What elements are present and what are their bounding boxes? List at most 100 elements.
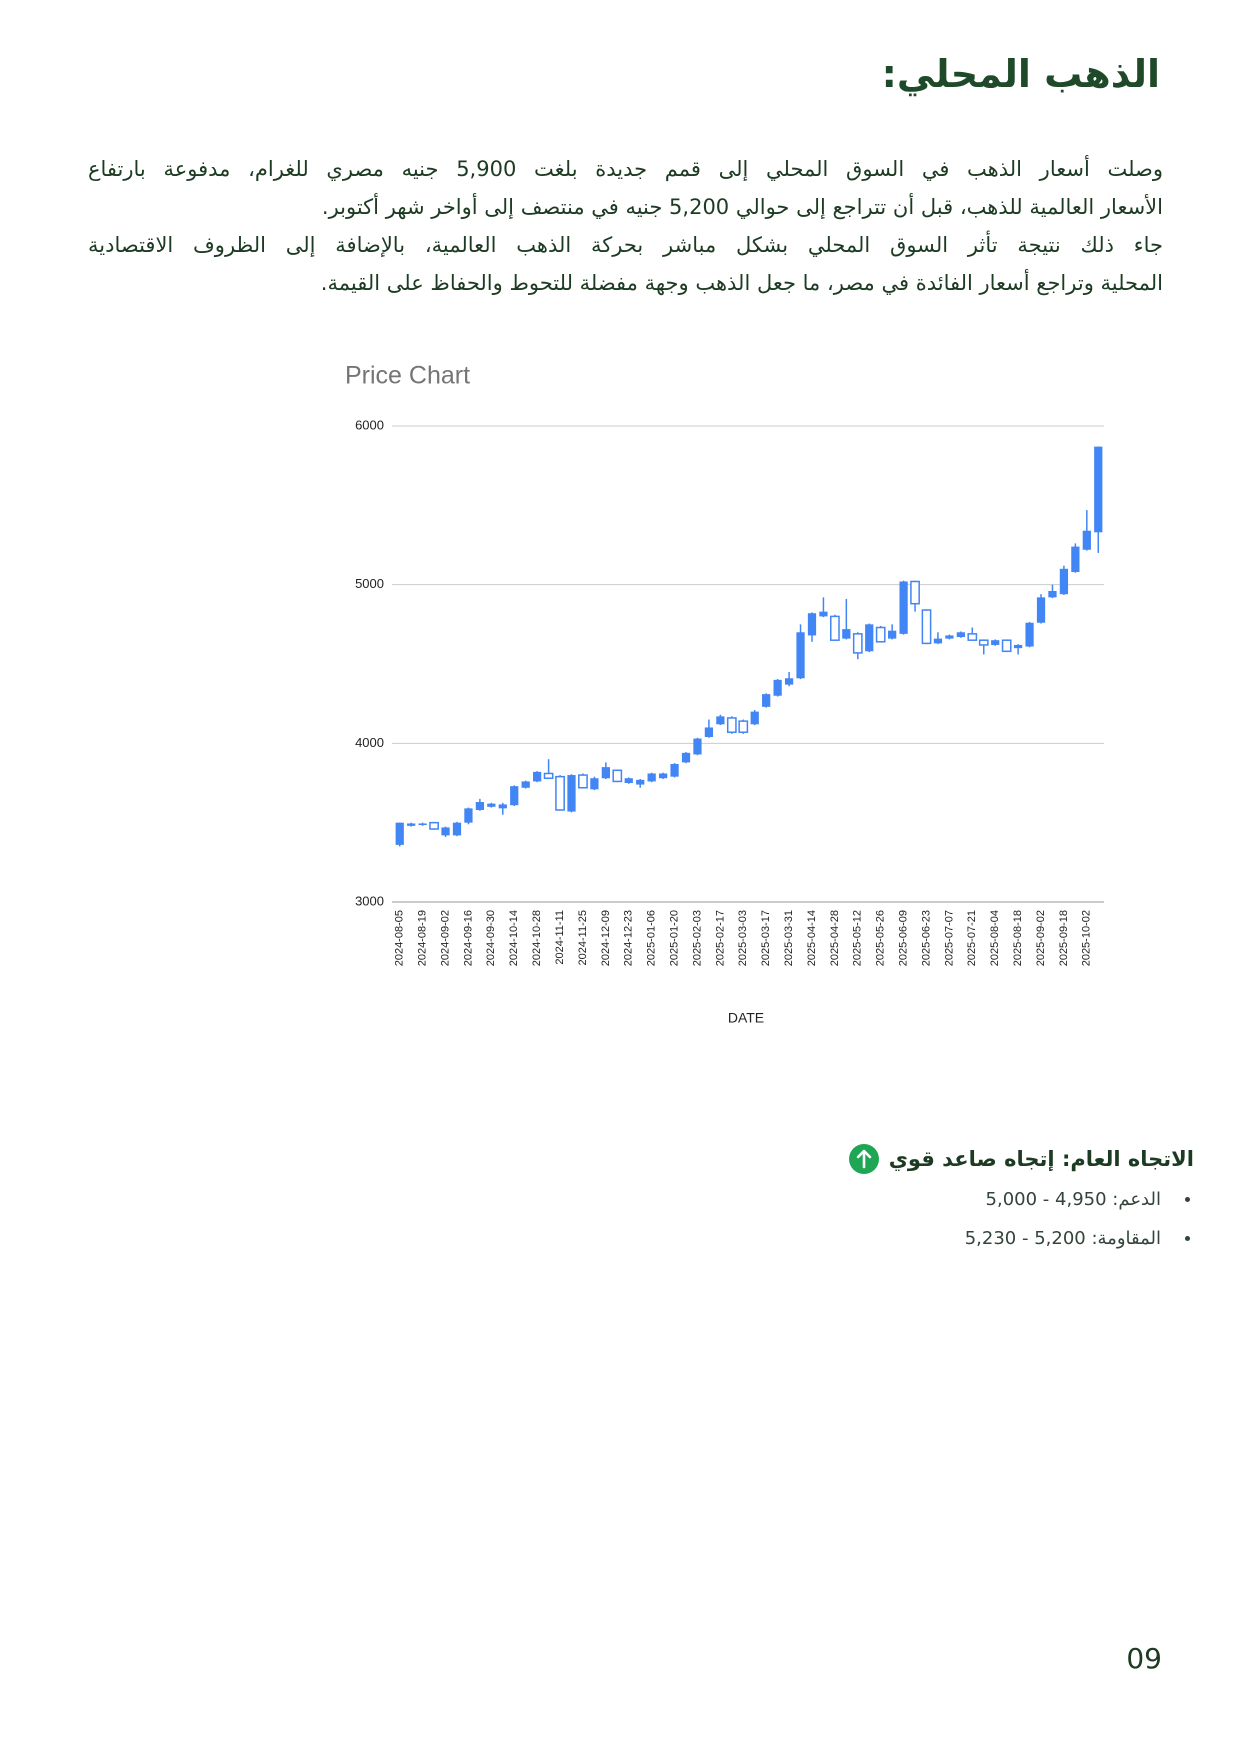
candle-body: [807, 613, 817, 636]
candle-body: [681, 752, 691, 763]
x-tick-label: 2025-02-03: [691, 910, 703, 966]
candle-body: [819, 611, 828, 617]
page-number: 09: [1126, 1642, 1162, 1675]
x-tick-label: 2024-08-19: [417, 910, 429, 966]
candle-body: [865, 624, 874, 652]
candle-body: [1071, 546, 1080, 572]
candle-body: [590, 778, 599, 790]
x-tick-label: 2025-06-23: [920, 910, 932, 966]
candle-body: [1036, 597, 1046, 623]
candle-body: [933, 638, 943, 644]
x-tick-label: 2025-04-14: [806, 910, 818, 966]
candle-body: [704, 727, 714, 737]
candle-body: [636, 779, 645, 785]
candle-body: [475, 802, 485, 810]
y-tick-label: 4000: [355, 735, 384, 750]
candle-body: [921, 609, 932, 645]
x-tick-label: 2025-05-26: [875, 910, 887, 966]
trend-item-text: الدعم: 4,950 - 5,000: [985, 1189, 1161, 1210]
x-tick-label: 2024-09-16: [462, 910, 474, 966]
x-tick-label: 2025-07-21: [966, 910, 978, 966]
candle-body: [726, 717, 737, 733]
x-tick-label: 2025-09-18: [1058, 910, 1070, 966]
candle-body: [875, 626, 886, 643]
x-tick-label: 2024-12-09: [600, 910, 612, 966]
x-tick-label: 2025-03-31: [783, 910, 795, 966]
candle-body: [658, 773, 668, 779]
candle-body: [750, 711, 759, 725]
x-axis-label: DATE: [728, 1010, 764, 1026]
x-tick-label: 2025-07-07: [943, 910, 955, 966]
x-tick-label: 2025-01-20: [668, 910, 680, 966]
candle-body: [670, 763, 679, 777]
x-tick-label: 2024-11-25: [577, 910, 589, 965]
candle-body: [762, 694, 771, 707]
candle-body: [967, 633, 978, 641]
x-tick-label: 2025-09-02: [1035, 910, 1047, 966]
trend-item-text: المقاومة: 5,200 - 5,230: [964, 1228, 1161, 1249]
candle-body: [945, 635, 954, 639]
trend-item: المقاومة: 5,200 - 5,230: [965, 1219, 1190, 1258]
paragraph-line: الأسعار العالمية للذهب، قبل أن تتراجع إل…: [321, 195, 1163, 219]
x-tick-label: 2025-02-17: [714, 910, 726, 966]
candle-body: [796, 632, 805, 679]
candle-body: [910, 580, 920, 605]
candle-body: [452, 822, 462, 836]
candle-body: [464, 808, 473, 823]
candle-body: [773, 679, 782, 696]
candle-body: [1059, 568, 1069, 595]
candle-body: [441, 827, 450, 836]
x-tick-label: 2024-10-28: [531, 910, 543, 966]
candle-body: [510, 786, 519, 806]
candle-body: [407, 823, 416, 826]
candle-body: [716, 716, 725, 725]
chart: Price Chart DATE 3000 4000 5000 6000 2024-08…: [345, 362, 1104, 1026]
candle-body: [429, 821, 439, 830]
trend-heading-row: الاتجاه العام: إتجاه صاعد قوي: [848, 1144, 1194, 1174]
candle-body: [624, 778, 633, 783]
paragraph-line: المحلية وتراجع أسعار الفائدة في مصر، ما …: [320, 271, 1163, 295]
trend-item: الدعم: 4,950 - 5,000: [965, 1180, 1190, 1219]
x-tick-label: 2025-03-03: [737, 910, 749, 966]
x-tick-label: 2024-09-30: [485, 910, 497, 966]
candle-body: [1025, 622, 1034, 647]
paragraph-line: وصلت أسعار الذهب في السوق المحلي إلى قمم…: [88, 157, 1164, 181]
x-tick-label: 2025-04-28: [829, 910, 841, 966]
candle-body: [395, 822, 404, 845]
x-tick-label: 2024-10-14: [508, 910, 520, 966]
candle-body: [738, 720, 749, 733]
x-tick-label: 2024-12-23: [623, 910, 635, 966]
x-tick-label: 2025-03-17: [760, 910, 772, 966]
x-tick-label: 2025-01-06: [646, 910, 658, 966]
x-tick-label: 2025-06-09: [898, 910, 910, 966]
candle-body: [418, 823, 427, 826]
candle-body: [1094, 446, 1103, 533]
candle-body: [956, 632, 965, 638]
x-tick-label: 2024-09-02: [439, 910, 451, 966]
candle-body: [533, 771, 542, 782]
chart-title: Price Chart: [345, 362, 470, 390]
candle-body: [555, 775, 565, 811]
x-tick-label: 2025-05-12: [852, 910, 864, 966]
candle-body: [578, 774, 588, 789]
candle-body: [521, 781, 530, 788]
candle-body: [991, 640, 1000, 645]
candle-body: [1001, 639, 1012, 653]
x-tick-label: 2024-08-05: [394, 910, 406, 966]
candle-body: [852, 633, 863, 654]
candle-body: [498, 804, 507, 809]
candle-body: [899, 581, 908, 634]
candle-body: [693, 738, 702, 755]
paragraph-line: جاء ذلك نتيجة تأثر السوق المحلي بشكل مبا…: [88, 233, 1163, 257]
page-title: الذهب المحلي:: [881, 52, 1160, 96]
y-tick-label: 6000: [355, 417, 384, 432]
x-tick-label: 2025-08-18: [1012, 910, 1024, 966]
candle-body: [842, 629, 851, 639]
paragraph: وصلت أسعار الذهب في السوق المحلي إلى قمم…: [88, 150, 1163, 302]
candle-body: [1048, 591, 1057, 598]
x-tick-label: 2025-08-04: [989, 910, 1001, 966]
candle-body: [978, 639, 989, 646]
candle-body: [888, 630, 897, 639]
candle-body: [1013, 644, 1023, 649]
